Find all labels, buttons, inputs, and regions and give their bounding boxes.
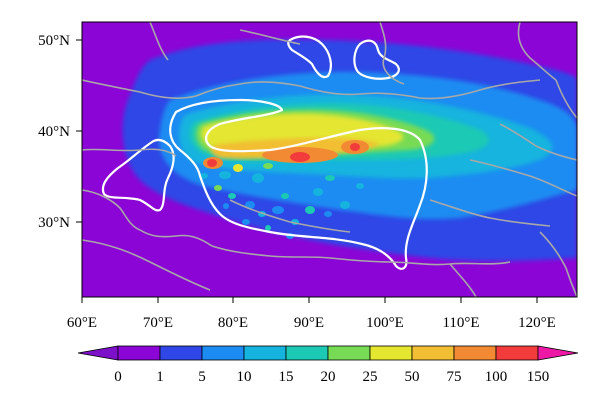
plateau-speckle (252, 173, 264, 183)
colorbar-label: 15 (279, 369, 294, 385)
terrain-contour-north (287, 35, 332, 79)
terrain-contour-northeast (353, 39, 400, 80)
colorbar-swatch (327, 345, 371, 361)
plateau-speckle (356, 183, 364, 189)
colorbar-label: 0 (114, 369, 122, 385)
plateau-speckle (200, 173, 208, 179)
plateau-speckle (325, 175, 335, 181)
colorbar-swatch (495, 345, 539, 361)
lon-tick-110e: 110°E (442, 315, 479, 331)
plateau-speckle (313, 188, 323, 196)
field-level-9-west (207, 159, 217, 167)
colorbar-under-triangle (77, 345, 119, 361)
colorbar-label: 20 (321, 369, 336, 385)
colorbar-label: 75 (447, 369, 462, 385)
terrain-contours (101, 35, 428, 270)
lon-tick-90e: 90°E (294, 315, 324, 331)
lon-tick-70e: 70°E (143, 315, 173, 331)
plateau-speckle (235, 178, 245, 186)
field-level-9 (290, 152, 310, 162)
colorbar-label: 25 (363, 369, 378, 385)
map-frame (81, 21, 578, 298)
plateau-speckle (228, 193, 236, 199)
lon-tick-80e: 80°E (218, 315, 248, 331)
plateau-speckle (214, 185, 222, 191)
colorbar-swatch (453, 345, 497, 361)
plateau-speckle (294, 181, 306, 189)
plateau-speckle (281, 193, 289, 199)
lon-tick-120e: 120°E (518, 315, 556, 331)
lon-tick-100e: 100°E (366, 315, 404, 331)
plateau-speckles (200, 163, 364, 239)
colorbar-swatch (201, 345, 245, 361)
plateau-speckle (340, 201, 350, 209)
colorbar-label: 10 (237, 369, 252, 385)
lat-tick-50n: 50°N (38, 33, 70, 49)
plateau-speckle (305, 206, 315, 214)
colorbar-swatch (369, 345, 413, 361)
plateau-speckle (265, 225, 271, 231)
plateau-speckle (242, 219, 250, 225)
field-level-9-east (350, 143, 360, 151)
lat-tick-40n: 40°N (38, 124, 70, 140)
colorbar-swatch (159, 345, 203, 361)
colorbar-swatch (411, 345, 455, 361)
plateau-speckle (233, 164, 243, 172)
lon-tick-60e: 60°E (67, 315, 97, 331)
plateau-speckle (267, 186, 277, 194)
colorbar (77, 345, 579, 361)
colorbar-label: 100 (485, 369, 508, 385)
lat-tick-30n: 30°N (38, 215, 70, 231)
colorbar-over-triangle (537, 345, 579, 361)
colorbar-labels: 0 1 5 10 15 20 25 50 75 100 150 (114, 369, 549, 385)
plateau-speckle (272, 206, 284, 214)
plateau-speckle (324, 211, 332, 217)
terrain-contour-plateau (169, 98, 428, 270)
plateau-speckle (223, 203, 229, 209)
latitude-axis (76, 39, 82, 223)
colorbar-label: 150 (527, 369, 550, 385)
colorbar-swatch (285, 345, 329, 361)
contour-field (82, 22, 577, 297)
plateau-speckle (219, 171, 231, 179)
colorbar-label: 5 (198, 369, 206, 385)
plateau-speckle (263, 163, 273, 169)
colorbar-swatch (117, 345, 161, 361)
colorbar-label: 1 (156, 369, 164, 385)
longitude-axis (81, 297, 538, 303)
political-borders (82, 22, 577, 297)
colorbar-label: 50 (405, 369, 420, 385)
terrain-contour-tarim-west (101, 138, 175, 212)
colorbar-swatch (243, 345, 287, 361)
